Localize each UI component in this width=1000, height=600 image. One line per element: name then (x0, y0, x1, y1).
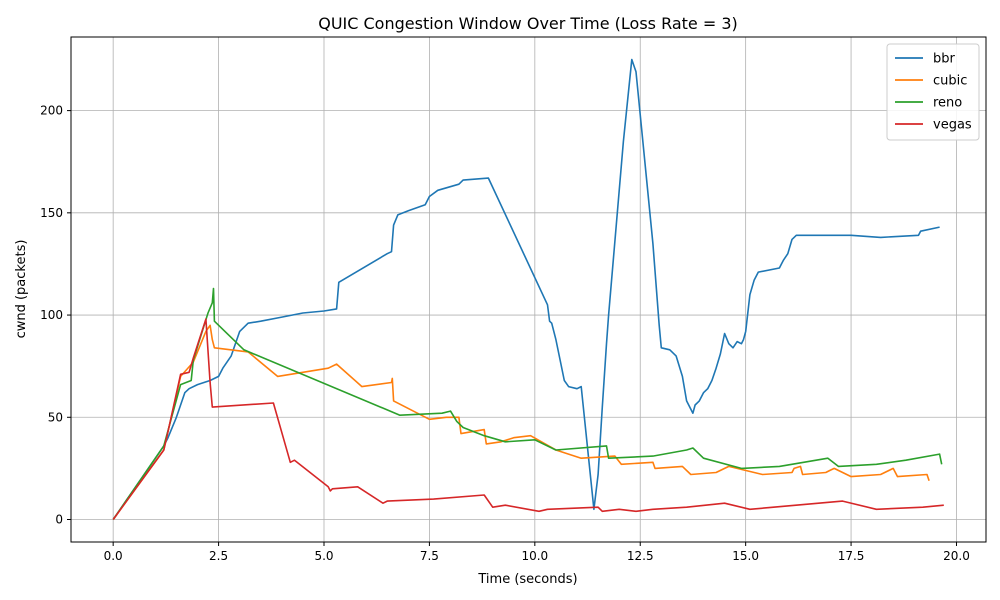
chart-title: QUIC Congestion Window Over Time (Loss R… (318, 14, 738, 33)
series-line-cubic (112, 324, 930, 520)
x-tick-label: 17.5 (838, 549, 865, 563)
legend-box (886, 43, 980, 141)
y-tick-label: 200 (40, 104, 63, 118)
series-line-vegas (112, 318, 944, 520)
x-tick-label: 10.0 (521, 549, 548, 563)
y-tick-label: 0 (55, 513, 63, 527)
x-tick-label: 2.5 (209, 549, 228, 563)
series-line-bbr (112, 58, 940, 520)
plot-frame (70, 36, 987, 543)
x-axis-label: Time (seconds) (477, 572, 577, 587)
y-axis-label: cwnd (packets) (14, 240, 29, 339)
x-tick-label: 5.0 (314, 549, 333, 563)
ticks-layer: 0.0 2.5 5.0 7.5 10.0 12.5 15.0 17.5 20.0 0 50 100 15… (40, 104, 970, 563)
legend: bbr cubic reno vegas (886, 43, 980, 141)
x-tick-label: 12.5 (627, 549, 654, 563)
legend-label-reno: reno (933, 96, 962, 111)
legend-label-bbr: bbr (933, 52, 956, 67)
legend-label-cubic: cubic (933, 74, 967, 89)
x-tick-label: 7.5 (420, 549, 439, 563)
legend-label-vegas: vegas (933, 118, 972, 133)
x-tick-label: 0.0 (104, 549, 123, 563)
lines-layer (112, 58, 944, 520)
y-tick-label: 100 (40, 308, 63, 322)
y-tick-label: 150 (40, 206, 63, 220)
y-tick-label: 50 (48, 410, 63, 424)
series-line-reno (112, 287, 943, 520)
x-tick-label: 20.0 (943, 549, 970, 563)
x-tick-label: 15.0 (732, 549, 759, 563)
